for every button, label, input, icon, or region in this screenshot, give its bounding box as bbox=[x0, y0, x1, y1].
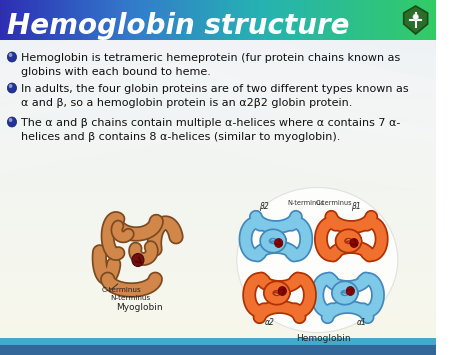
PathPatch shape bbox=[0, 60, 474, 200]
Circle shape bbox=[9, 84, 12, 88]
Text: Hemoglobin is tetrameric hemeprotein (fur protein chains known as
globins with e: Hemoglobin is tetrameric hemeprotein (fu… bbox=[21, 53, 401, 77]
Circle shape bbox=[8, 83, 17, 93]
Text: C-terminus: C-terminus bbox=[315, 200, 352, 206]
Text: C-terminus: C-terminus bbox=[101, 287, 141, 293]
Circle shape bbox=[350, 239, 358, 247]
Text: α1: α1 bbox=[357, 318, 367, 327]
Circle shape bbox=[132, 253, 144, 267]
Circle shape bbox=[413, 14, 419, 20]
Circle shape bbox=[8, 52, 17, 62]
Text: N-terminus: N-terminus bbox=[287, 200, 324, 206]
Circle shape bbox=[274, 239, 283, 247]
Text: Hemoglobin: Hemoglobin bbox=[296, 334, 351, 343]
Polygon shape bbox=[404, 6, 428, 34]
Text: The α and β chains contain multiple α-helices where α contains 7 α-
helices and : The α and β chains contain multiple α-he… bbox=[21, 118, 401, 142]
PathPatch shape bbox=[0, 10, 474, 150]
Text: Hemoglobin structure: Hemoglobin structure bbox=[8, 12, 350, 40]
Text: α2: α2 bbox=[265, 318, 275, 327]
Text: N-terminus: N-terminus bbox=[110, 295, 151, 301]
Text: β1: β1 bbox=[351, 202, 361, 211]
Circle shape bbox=[278, 286, 286, 295]
Circle shape bbox=[346, 286, 355, 295]
Circle shape bbox=[9, 53, 12, 57]
Circle shape bbox=[8, 117, 17, 127]
Bar bbox=[0, 345, 436, 355]
Circle shape bbox=[9, 118, 12, 122]
Bar bbox=[0, 338, 436, 355]
Text: In adults, the four globin proteins are of two different types known as
α and β,: In adults, the four globin proteins are … bbox=[21, 84, 409, 108]
Text: Myoglobin: Myoglobin bbox=[116, 303, 163, 312]
PathPatch shape bbox=[0, 0, 474, 130]
Text: β2: β2 bbox=[259, 202, 269, 211]
Ellipse shape bbox=[237, 187, 398, 333]
